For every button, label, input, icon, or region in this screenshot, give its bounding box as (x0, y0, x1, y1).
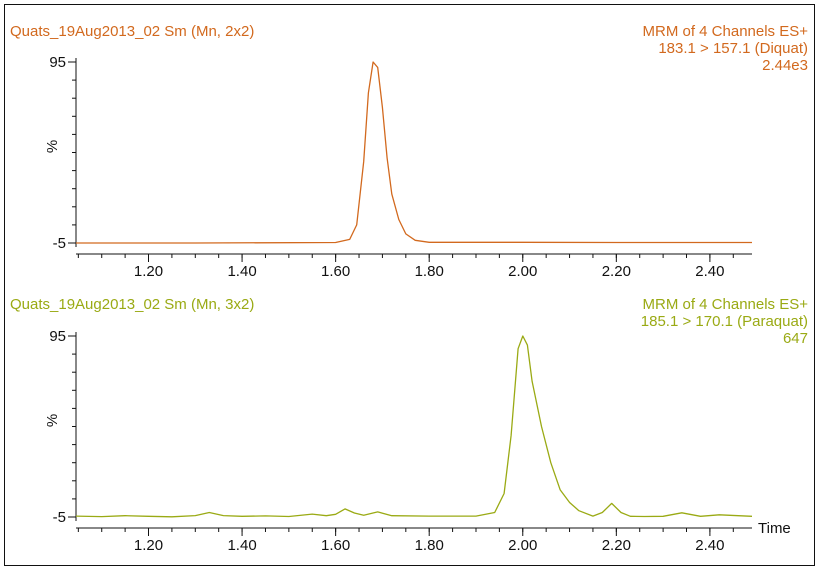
panel-2-x-tick-label: 2.00 (508, 537, 537, 554)
panel-1-x-tick-label: 1.40 (227, 263, 256, 280)
panel-2-y-tick-label: 95 (49, 328, 66, 345)
chromatogram-window (4, 4, 815, 566)
panel-1-channel-header-line-3: 2.44e3 (762, 57, 808, 74)
panel-1-channel-header-line-2: 183.1 > 157.1 (Diquat) (658, 40, 808, 57)
panel-1-x-tick-label: 2.20 (602, 263, 631, 280)
panel-2-y-tick-label: -5 (53, 509, 66, 526)
panel-1-trace-1 (76, 61, 752, 244)
panel-1-y-tick-label: -5 (53, 235, 66, 252)
panel-2-x-tick-label: 2.20 (602, 537, 631, 554)
panel-2-y-axis-label: % (44, 414, 61, 427)
panel-2-x-tick-label: 1.80 (415, 537, 444, 554)
panel-2-x-tick-label: 1.20 (134, 537, 163, 554)
panel-1-x-tick-label: 2.40 (695, 263, 724, 280)
panel-2-sample-label: Quats_19Aug2013_02 Sm (Mn, 3x2) (10, 296, 254, 313)
panel-1-x-tick-label: 2.00 (508, 263, 537, 280)
panel-2-x-tick-label: 1.60 (321, 537, 350, 554)
panel-1-x-tick-label: 1.80 (415, 263, 444, 280)
panel-1-x-tick-label: 1.20 (134, 263, 163, 280)
panel-1-y-axis-label: % (44, 140, 61, 153)
panel-2-channel-header-line-1: MRM of 4 Channels ES+ (643, 296, 809, 313)
panel-2-x-tick-label: 1.40 (227, 537, 256, 554)
panel-2-channel-header-line-2: 185.1 > 170.1 (Paraquat) (641, 313, 808, 330)
panel-1-sample-label: Quats_19Aug2013_02 Sm (Mn, 2x2) (10, 23, 254, 40)
panel-2-trace-1 (75, 335, 753, 518)
panel-2-channel-header-line-3: 647 (783, 330, 808, 347)
panel-1-channel-header-line-1: MRM of 4 Channels ES+ (643, 23, 809, 40)
panel-1-y-tick-label: 95 (49, 54, 66, 71)
panel-1-x-tick-label: 1.60 (321, 263, 350, 280)
panel-2-x-tick-label: 2.40 (695, 537, 724, 554)
panel-2-x-axis-title: Time (758, 520, 791, 537)
